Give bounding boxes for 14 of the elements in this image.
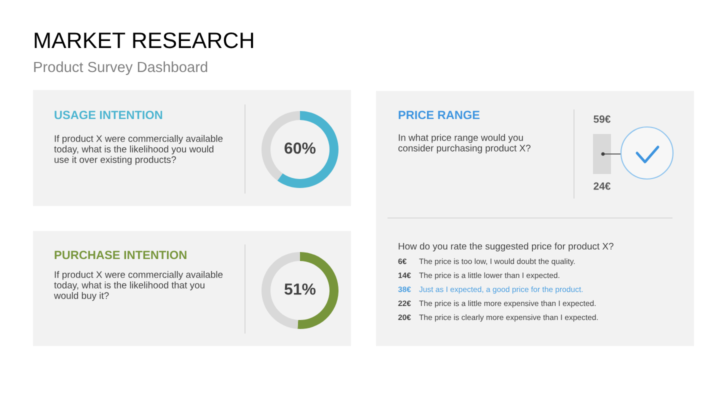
text: USAGE INTENTION [54, 110, 162, 120]
text: PURCHASE INTENTION [54, 250, 186, 260]
text: If product X were commercially available today, what is the likelihood that you would buy it? [54, 271, 223, 301]
text: 24€ [594, 182, 611, 190]
text: If product X were commercially available today, what is the likelihood you would use it over existing products? [54, 135, 223, 165]
donut-slice [277, 111, 338, 188]
data-label: 51% [284, 284, 316, 295]
text: In what price range would you consider purchasing product X? [398, 134, 530, 154]
text: How do you rate the suggested price for product X? [398, 242, 614, 252]
text: 59€ [594, 115, 611, 123]
data-label: 60% [284, 142, 316, 154]
text: MARKET RESEARCH [34, 32, 254, 48]
text: Product Survey Dashboard [34, 61, 208, 76]
text: PRICE RANGE [398, 110, 480, 120]
